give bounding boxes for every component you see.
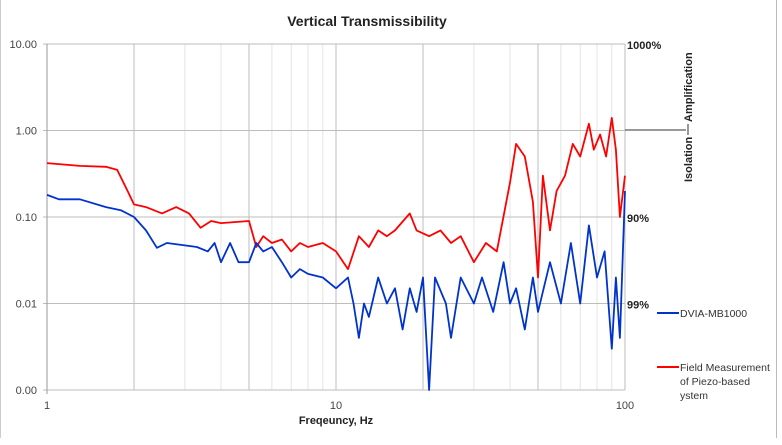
y-tick-label: 0.01 [16, 299, 37, 311]
legend-label-line: of Piezo-based [680, 376, 753, 388]
x-axis-label: Freqeuncy, Hz [299, 415, 374, 427]
x-tick-label: 10 [330, 400, 342, 412]
right-axis-label: 90% [627, 213, 649, 225]
series-line-field-measurement [46, 117, 626, 279]
amplification-label: Amplification [683, 52, 695, 122]
x-axis-ticks: 1 10 100 [44, 400, 634, 412]
y-tick-label: 0.00 [16, 385, 37, 397]
chart-title: Vertical Transmissibility [287, 13, 447, 29]
right-axis-label: 1000% [627, 40, 661, 52]
chart-frame: Vertical Transmissibility 10.00 1.00 0.10 0… [0, 0, 777, 438]
series-lines [46, 117, 626, 391]
y-tick-label: 0.10 [16, 212, 37, 224]
right-axis-label: 99% [627, 300, 649, 312]
legend-label-line: ystem [680, 390, 708, 402]
legend-label-dvia: DVIA-MB1000 [680, 308, 747, 320]
x-tick-label: 100 [616, 400, 634, 412]
series-line-dvia-mb1000 [46, 190, 626, 391]
right-axis-labels: 1000% 90% 99% [627, 40, 661, 312]
y-tick-label: 10.00 [9, 39, 37, 51]
y-tick-label: 1.00 [16, 126, 37, 138]
legend-label-line: Field Measurement [680, 362, 770, 374]
isolation-label: Isolation [683, 136, 695, 182]
grid [43, 43, 626, 394]
y-axis-ticks: 10.00 1.00 0.10 0.01 0.00 [9, 39, 37, 397]
legend-label-field: Field Measurement of Piezo-based ystem [680, 362, 770, 402]
legend: DVIA-MB1000 Field Measurement of Piezo-ba… [657, 308, 770, 402]
x-tick-label: 1 [44, 400, 50, 412]
